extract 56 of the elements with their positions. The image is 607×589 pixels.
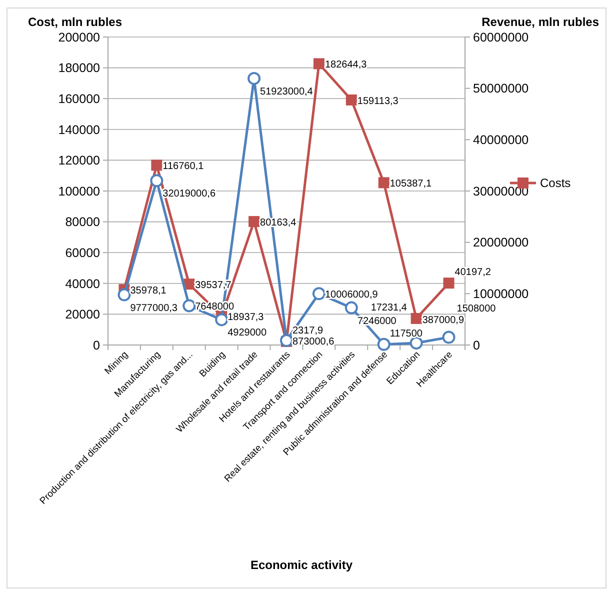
- data-label: 387000,9: [422, 315, 464, 326]
- y-tick-label: 160000: [58, 92, 100, 106]
- point: [346, 94, 357, 106]
- y-tick-label: 200000: [58, 30, 100, 44]
- data-label: 51923000,4: [260, 86, 314, 98]
- data-label: 159113,3: [357, 96, 399, 107]
- y-tick-label: 80000: [65, 215, 100, 230]
- data-label: 10006000,9: [324, 290, 378, 301]
- y-tick-label: 180000: [58, 61, 100, 76]
- x-axis-title: Economic activity: [250, 558, 353, 572]
- point: [443, 278, 454, 289]
- point: [313, 58, 324, 70]
- y2-tick-label: 50000000: [473, 82, 529, 96]
- y2-tick-label: 20000000: [473, 236, 529, 250]
- point: [248, 216, 260, 228]
- point: [150, 174, 164, 188]
- y2-axis-title: Revenue, mln rubles: [482, 15, 600, 29]
- point: [378, 177, 390, 188]
- point: [344, 301, 358, 314]
- data-label: 117500: [390, 328, 423, 340]
- point: [410, 312, 422, 324]
- y2-tick-label: 30000000: [473, 184, 529, 198]
- point: [118, 288, 131, 302]
- y-tick-label: 40000: [65, 276, 100, 291]
- point: [248, 72, 261, 85]
- y2-tick-label: 0: [473, 338, 480, 352]
- data-label: 9777000,3: [130, 302, 178, 314]
- y-tick-label: 0: [93, 338, 100, 352]
- data-label: 4929000: [228, 328, 267, 339]
- data-label: 18937,3: [228, 312, 264, 323]
- data-label: 35978,1: [130, 286, 167, 297]
- y-tick-label: 20000: [65, 308, 100, 322]
- y-tick-label: 60000: [65, 246, 100, 260]
- point: [442, 330, 456, 344]
- y-tick-label: 140000: [58, 122, 100, 137]
- y-tick-label: 120000: [58, 154, 100, 168]
- y2-tick-label: 10000000: [473, 287, 529, 302]
- point: [377, 338, 390, 351]
- y2-tick-label: 40000000: [473, 133, 529, 148]
- data-label: 116760,1: [162, 161, 204, 172]
- point: [215, 313, 228, 326]
- y-axis-title: Cost, mln rubles: [28, 15, 122, 29]
- data-label: 1508000: [456, 303, 496, 314]
- data-label: 17231,4: [370, 302, 408, 314]
- data-label: 105387,1: [390, 178, 432, 190]
- legend-label: Costs: [540, 176, 571, 190]
- data-label: 182644,3: [324, 60, 368, 71]
- point: [151, 160, 162, 171]
- point: [182, 299, 196, 312]
- y-tick-label: 100000: [58, 184, 100, 198]
- point: [410, 336, 423, 350]
- point: [312, 287, 326, 300]
- y2-tick-label: 60000000: [473, 30, 529, 44]
- data-label: 873000,6: [292, 336, 335, 348]
- data-label: 40197,2: [454, 267, 492, 278]
- data-label: 2317,9: [292, 325, 324, 336]
